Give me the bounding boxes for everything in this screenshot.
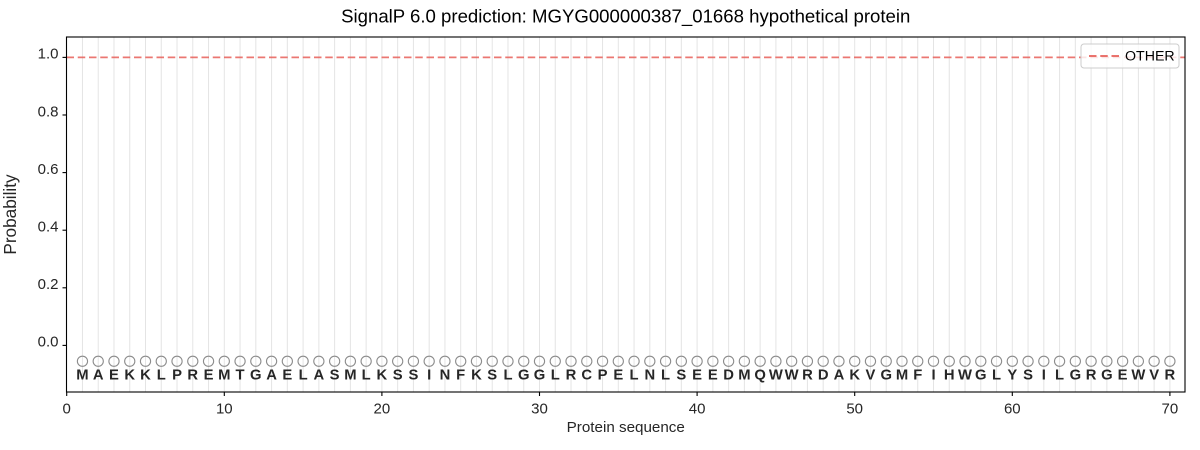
- svg-text:L: L: [362, 368, 371, 384]
- svg-text:S: S: [393, 368, 403, 384]
- svg-text:V: V: [866, 368, 876, 384]
- svg-text:M: M: [76, 368, 88, 384]
- svg-text:F: F: [913, 368, 922, 384]
- svg-text:E: E: [204, 368, 214, 384]
- svg-text:A: A: [314, 368, 325, 384]
- svg-text:K: K: [471, 368, 482, 384]
- svg-text:A: A: [834, 368, 845, 384]
- svg-text:L: L: [551, 368, 560, 384]
- svg-text:0: 0: [63, 401, 71, 418]
- svg-text:0.4: 0.4: [38, 218, 59, 235]
- svg-text:E: E: [282, 368, 292, 384]
- svg-text:Probability: Probability: [0, 174, 20, 255]
- svg-text:D: D: [818, 368, 829, 384]
- svg-text:R: R: [1086, 368, 1097, 384]
- svg-text:H: H: [944, 368, 955, 384]
- svg-text:G: G: [250, 368, 262, 384]
- svg-text:C: C: [581, 368, 592, 384]
- svg-text:M: M: [738, 368, 750, 384]
- svg-text:S: S: [487, 368, 497, 384]
- svg-text:S: S: [1023, 368, 1033, 384]
- svg-text:R: R: [187, 368, 198, 384]
- svg-text:G: G: [880, 368, 892, 384]
- svg-text:L: L: [299, 368, 308, 384]
- svg-text:S: S: [676, 368, 686, 384]
- svg-text:P: P: [172, 368, 182, 384]
- svg-text:50: 50: [846, 401, 863, 418]
- svg-text:E: E: [692, 368, 702, 384]
- svg-text:10: 10: [216, 401, 233, 418]
- svg-text:M: M: [218, 368, 230, 384]
- svg-text:SignalP 6.0 prediction: MGYG00: SignalP 6.0 prediction: MGYG000000387_01…: [341, 6, 910, 28]
- svg-text:A: A: [266, 368, 277, 384]
- svg-text:L: L: [157, 368, 166, 384]
- svg-text:E: E: [613, 368, 623, 384]
- svg-text:G: G: [518, 368, 530, 384]
- svg-text:Q: Q: [754, 368, 766, 384]
- svg-text:L: L: [630, 368, 639, 384]
- svg-text:30: 30: [531, 401, 548, 418]
- svg-text:L: L: [661, 368, 670, 384]
- svg-text:Y: Y: [1007, 368, 1017, 384]
- svg-text:A: A: [93, 368, 104, 384]
- svg-text:Protein sequence: Protein sequence: [567, 419, 685, 436]
- svg-text:L: L: [992, 368, 1001, 384]
- svg-text:R: R: [802, 368, 813, 384]
- svg-text:N: N: [440, 368, 451, 384]
- svg-text:0.0: 0.0: [38, 334, 59, 351]
- svg-text:D: D: [723, 368, 734, 384]
- svg-text:70: 70: [1162, 401, 1179, 418]
- svg-text:20: 20: [374, 401, 391, 418]
- svg-text:W: W: [958, 368, 972, 384]
- svg-text:0.6: 0.6: [38, 161, 59, 178]
- svg-text:K: K: [849, 368, 860, 384]
- svg-text:S: S: [330, 368, 340, 384]
- svg-text:I: I: [931, 368, 935, 384]
- svg-text:OTHER: OTHER: [1125, 49, 1175, 65]
- svg-text:G: G: [1070, 368, 1082, 384]
- svg-text:E: E: [708, 368, 718, 384]
- svg-text:W: W: [1131, 368, 1145, 384]
- svg-text:K: K: [140, 368, 151, 384]
- svg-text:G: G: [534, 368, 546, 384]
- svg-text:F: F: [456, 368, 465, 384]
- svg-text:K: K: [377, 368, 388, 384]
- svg-text:N: N: [644, 368, 655, 384]
- svg-text:T: T: [236, 368, 245, 384]
- svg-text:P: P: [598, 368, 608, 384]
- svg-text:40: 40: [689, 401, 706, 418]
- svg-text:0.8: 0.8: [38, 103, 59, 120]
- svg-text:G: G: [1101, 368, 1113, 384]
- svg-text:60: 60: [1004, 401, 1021, 418]
- svg-text:0.2: 0.2: [38, 276, 59, 293]
- svg-text:G: G: [975, 368, 987, 384]
- svg-text:S: S: [408, 368, 418, 384]
- svg-text:1.0: 1.0: [38, 46, 59, 63]
- svg-text:E: E: [1118, 368, 1128, 384]
- svg-text:L: L: [1055, 368, 1064, 384]
- svg-text:M: M: [896, 368, 908, 384]
- svg-text:E: E: [109, 368, 119, 384]
- svg-text:R: R: [566, 368, 577, 384]
- svg-text:W: W: [785, 368, 799, 384]
- svg-text:M: M: [344, 368, 356, 384]
- svg-text:L: L: [503, 368, 512, 384]
- svg-text:R: R: [1165, 368, 1176, 384]
- svg-text:W: W: [769, 368, 783, 384]
- svg-text:I: I: [427, 368, 431, 384]
- svg-text:K: K: [124, 368, 135, 384]
- svg-text:V: V: [1149, 368, 1159, 384]
- svg-text:I: I: [1042, 368, 1046, 384]
